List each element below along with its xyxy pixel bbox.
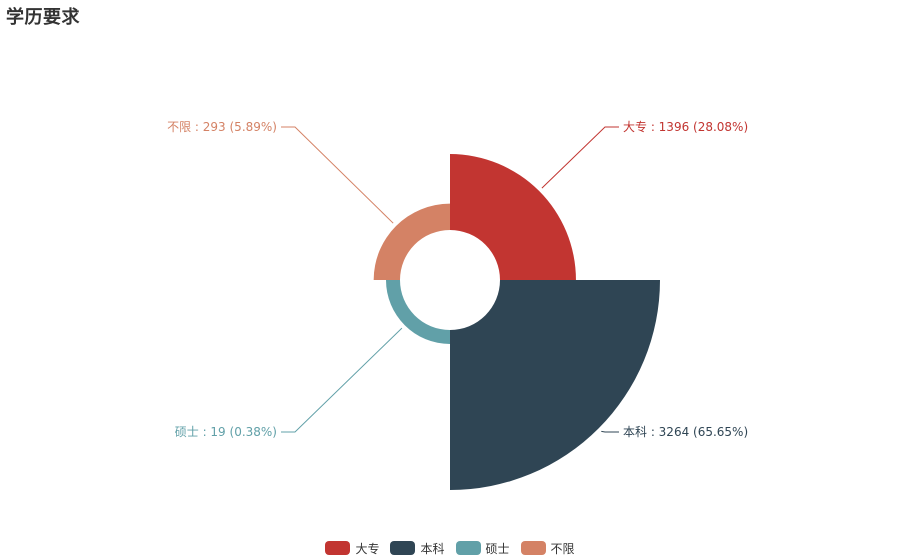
rose-slice-1[interactable]: [450, 154, 576, 280]
leader-line-2: [601, 430, 619, 433]
leader-line-4: [281, 126, 394, 224]
legend-label-4: 不限: [550, 541, 575, 556]
legend-swatch-1: [325, 541, 351, 555]
slice-label-2: 本科 : 3264 (65.65%): [623, 425, 748, 439]
legend-item-4[interactable]: 不限: [520, 540, 575, 557]
legend-swatch-4: [520, 541, 546, 555]
rose-slice-4[interactable]: [373, 203, 450, 280]
chart-legend: 大专 本科 硕士 不限: [0, 538, 900, 558]
legend-item-1[interactable]: 大专: [325, 540, 379, 557]
legend-label-3: 硕士: [485, 541, 510, 556]
legend-item-3[interactable]: 硕士: [455, 540, 510, 557]
legend-label-1: 大专: [355, 541, 380, 556]
slice-label-1: 大专 : 1396 (28.08%): [623, 119, 748, 134]
legend-item-2[interactable]: 本科: [390, 540, 445, 557]
rose-slice-3[interactable]: [386, 280, 450, 344]
chart-title: 学历要求: [6, 7, 80, 28]
legend-swatch-3: [455, 541, 481, 555]
leader-line-1: [541, 126, 619, 189]
legend-label-2: 本科: [420, 541, 445, 556]
leader-line-3: [281, 327, 403, 433]
slice-label-4: 不限 : 293 (5.89%): [167, 120, 277, 134]
legend-swatch-2: [390, 541, 416, 555]
rose-slice-2[interactable]: [450, 280, 660, 490]
slice-label-3: 硕士 : 19 (0.38%): [175, 425, 277, 439]
